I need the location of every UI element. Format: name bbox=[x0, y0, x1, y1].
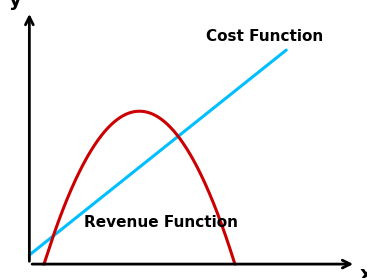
Text: x: x bbox=[360, 265, 367, 278]
Text: y: y bbox=[8, 0, 21, 10]
Text: Cost Function: Cost Function bbox=[206, 29, 323, 44]
Text: Revenue Function: Revenue Function bbox=[84, 215, 239, 230]
